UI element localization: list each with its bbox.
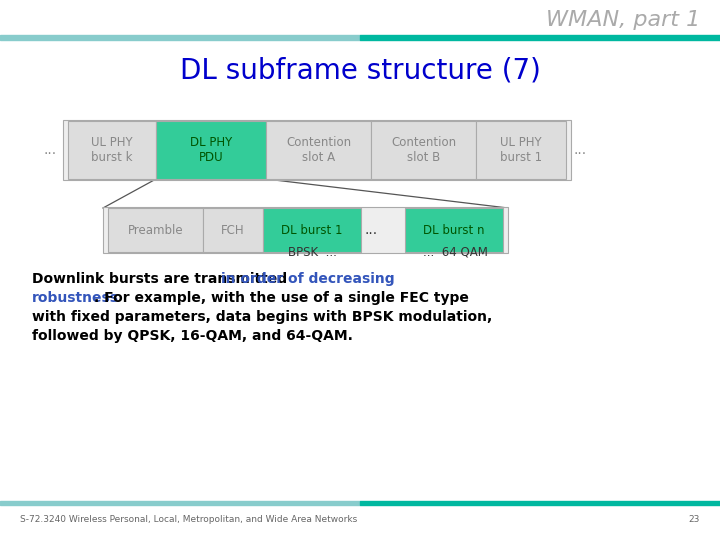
Bar <box>360 501 720 505</box>
Text: DL burst n: DL burst n <box>423 224 485 237</box>
Bar <box>103 207 508 253</box>
Text: ...  64 QAM: ... 64 QAM <box>423 246 487 259</box>
Bar <box>263 208 361 252</box>
Text: 23: 23 <box>688 516 700 524</box>
Text: UL PHY
burst k: UL PHY burst k <box>91 136 132 164</box>
Text: Contention
slot B: Contention slot B <box>391 136 456 164</box>
Bar <box>0 501 360 505</box>
Bar <box>360 35 720 40</box>
Text: ...: ... <box>43 143 57 157</box>
Bar <box>63 120 571 180</box>
Bar <box>108 208 203 252</box>
Text: . For example, with the use of a single FEC type: . For example, with the use of a single … <box>94 291 469 305</box>
Bar <box>266 121 371 179</box>
Text: ...: ... <box>364 223 377 237</box>
Text: UL PHY
burst 1: UL PHY burst 1 <box>500 136 542 164</box>
Bar <box>0 35 360 40</box>
Text: ...: ... <box>573 143 587 157</box>
Text: with fixed parameters, data begins with BPSK modulation,: with fixed parameters, data begins with … <box>32 310 492 324</box>
Text: followed by QPSK, 16-QAM, and 64-QAM.: followed by QPSK, 16-QAM, and 64-QAM. <box>32 329 353 343</box>
Text: DL subframe structure (7): DL subframe structure (7) <box>179 56 541 84</box>
Bar <box>405 208 503 252</box>
Text: S-72.3240 Wireless Personal, Local, Metropolitan, and Wide Area Networks: S-72.3240 Wireless Personal, Local, Metr… <box>20 516 357 524</box>
Text: FCH: FCH <box>221 224 245 237</box>
Text: DL burst 1: DL burst 1 <box>282 224 343 237</box>
Text: WMAN, part 1: WMAN, part 1 <box>546 10 700 30</box>
Text: DL PHY
PDU: DL PHY PDU <box>190 136 232 164</box>
Bar <box>156 121 266 179</box>
Text: robustness: robustness <box>32 291 119 305</box>
Text: Preamble: Preamble <box>127 224 184 237</box>
Text: BPSK  ...: BPSK ... <box>287 246 336 259</box>
Bar <box>476 121 566 179</box>
Text: Downlink bursts are transmitted: Downlink bursts are transmitted <box>32 272 292 286</box>
Bar <box>371 121 476 179</box>
Text: Contention
slot A: Contention slot A <box>286 136 351 164</box>
Text: in order of decreasing: in order of decreasing <box>221 272 395 286</box>
Bar <box>203 208 263 252</box>
Bar <box>68 121 156 179</box>
